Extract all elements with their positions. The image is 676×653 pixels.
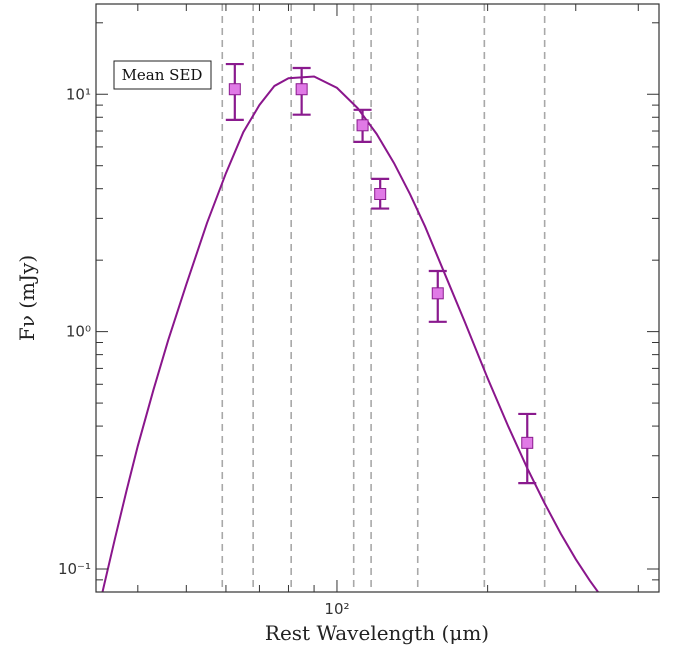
data-point-1 (292, 66, 311, 116)
axis-ticks (96, 4, 659, 593)
y-tick-label-2: 10¹ (66, 85, 91, 103)
data-point-2 (353, 108, 372, 143)
x-axis-title: Rest Wavelength (μm) (265, 621, 489, 645)
legend-box: Mean SED (113, 60, 212, 90)
marker-5 (521, 436, 534, 449)
model-curve-layer (101, 75, 600, 592)
marker-3 (374, 187, 387, 200)
legend-text: Mean SED (122, 66, 203, 84)
data-points-layer (225, 62, 537, 485)
y-tick-label-1: 10⁰ (66, 323, 91, 341)
tick-labels: 10² 10⁻¹ 10⁰ 10¹ (58, 85, 350, 618)
x-tick-label-0: 10² (324, 600, 349, 618)
marker-1 (295, 83, 308, 96)
vertical-lines (221, 4, 546, 592)
model-curve (101, 75, 600, 592)
data-point-0 (225, 62, 244, 121)
data-point-5 (518, 412, 537, 485)
marker-0 (228, 83, 241, 96)
data-point-3 (371, 177, 390, 210)
marker-2 (356, 119, 369, 132)
y-tick-label-0: 10⁻¹ (58, 560, 91, 578)
marker-4 (431, 287, 444, 300)
y-axis-title: Fν (mJy) (15, 255, 39, 341)
plot-frame (95, 3, 660, 593)
data-point-4 (428, 269, 447, 323)
